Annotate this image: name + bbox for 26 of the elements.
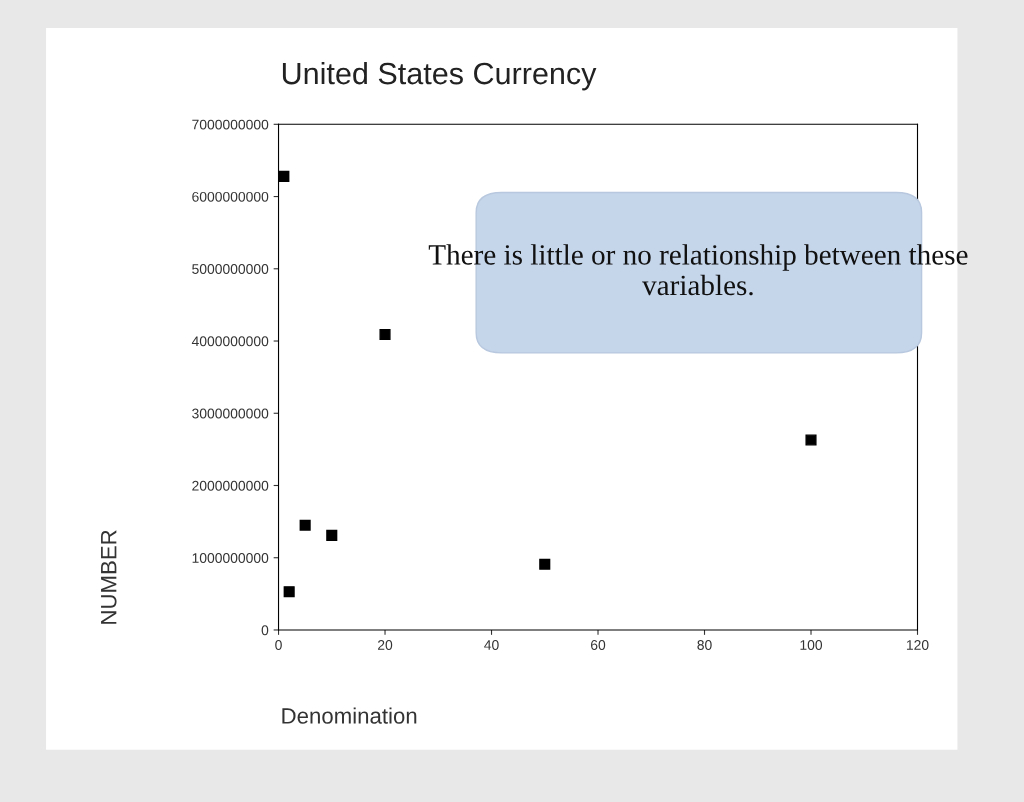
y-tick-label: 2000000000 bbox=[192, 480, 269, 491]
point bbox=[278, 170, 290, 182]
y-tick-label: 3000000000 bbox=[192, 408, 269, 419]
y-tick-label: 1000000000 bbox=[192, 553, 269, 563]
y-tick-label: 7000000000 bbox=[192, 119, 269, 130]
y-tick-label: 5000000000 bbox=[192, 264, 269, 274]
annotation: There is little or no relationship between these variables. bbox=[428, 244, 968, 296]
point bbox=[379, 328, 391, 341]
y-tick-label: 4000000000 bbox=[191, 336, 269, 347]
y-axis-title: NUMBER bbox=[101, 530, 117, 624]
x-tick-label: 60 bbox=[591, 640, 606, 650]
point bbox=[299, 519, 311, 531]
point bbox=[539, 558, 551, 570]
x-tick-label: 0 bbox=[275, 640, 282, 650]
point bbox=[283, 586, 295, 598]
point bbox=[805, 434, 817, 446]
chart-title: United States Currency bbox=[282, 61, 597, 91]
x-tick-label: 80 bbox=[697, 640, 712, 650]
y-tick-label: 0 bbox=[261, 625, 269, 636]
x-axis-title: Denomination bbox=[282, 707, 417, 724]
x-tick-label: 100 bbox=[800, 640, 823, 650]
x-tick-label: 120 bbox=[906, 640, 929, 650]
x-tick-label: 40 bbox=[484, 640, 499, 650]
x-tick-label: 20 bbox=[378, 640, 393, 650]
y-tick-label: 6000000000 bbox=[192, 191, 269, 202]
point bbox=[326, 529, 338, 541]
